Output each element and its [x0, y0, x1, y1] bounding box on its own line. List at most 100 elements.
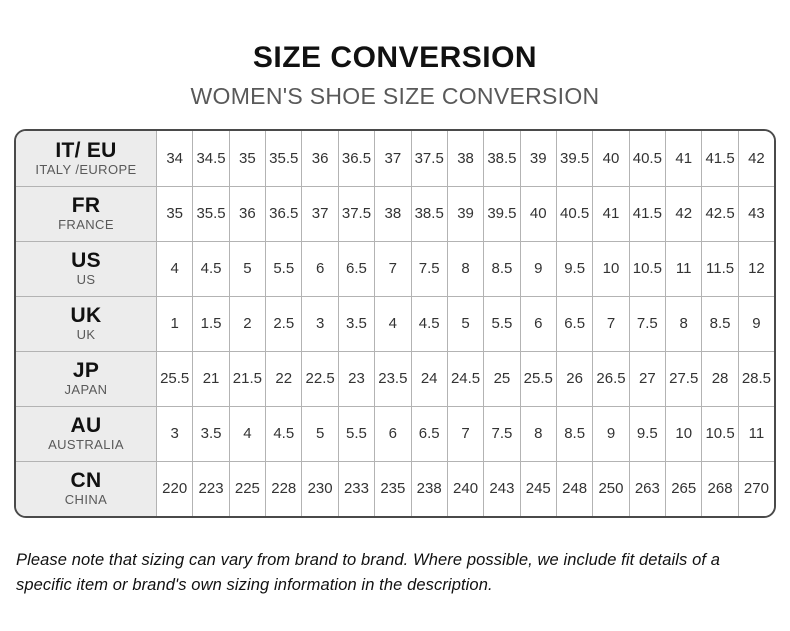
size-value-cell: 36 — [301, 130, 338, 186]
row-country-name: US — [76, 272, 96, 288]
size-value-cell: 26 — [555, 351, 593, 406]
size-value-cell: 39.5 — [555, 130, 593, 186]
size-value-cell: 228 — [265, 461, 302, 516]
size-value-cell: 34.5 — [192, 130, 229, 186]
size-value-cell: 7 — [592, 296, 629, 351]
row-country-name: UK — [76, 327, 96, 343]
size-value-cell: 35 — [228, 130, 266, 186]
table-row: CN CHINA 220 223 225 228 230 233 235 238 240 243 2… — [16, 460, 774, 516]
size-value-cell: 2.5 — [265, 296, 302, 351]
size-value-cell: 43 — [737, 186, 774, 241]
size-value-cell: 40.5 — [628, 130, 666, 186]
table-row: FR FRANCE 35 35.5 36 36.5 37 37.5 38 38.5 39 39.5… — [16, 185, 774, 241]
table-row: AU AUSTRALIA 3 3.5 4 4.5 5 5.5 6 6.5 7 7.5 8 8.5 9 9.… — [16, 405, 774, 461]
size-value-cell: 10 — [592, 241, 629, 296]
size-value-cell: 265 — [665, 461, 702, 516]
size-value-cell: 11 — [665, 241, 702, 296]
size-value-cell: 22.5 — [301, 351, 338, 406]
size-value-cell: 28 — [701, 351, 738, 406]
row-country-name: CHINA — [64, 492, 108, 508]
size-value-cell: 9 — [592, 406, 629, 461]
row-header-cell: AU AUSTRALIA — [16, 406, 156, 461]
size-value-cell: 223 — [192, 461, 229, 516]
size-value-cell: 37 — [301, 186, 338, 241]
size-value-cell: 12 — [737, 241, 774, 296]
size-value-cell: 5 — [301, 406, 338, 461]
size-value-cell: 23 — [337, 351, 375, 406]
row-country-code: JP — [72, 359, 100, 383]
row-header-cell: JP JAPAN — [16, 351, 156, 406]
size-value-cell: 11 — [737, 406, 774, 461]
size-value-cell: 41.5 — [701, 130, 738, 186]
size-value-cell: 40 — [592, 130, 629, 186]
size-value-cell: 24 — [410, 351, 447, 406]
table-row: US US 4 4.5 5 5.5 6 6.5 7 7.5 8 8.5 9 9.5 10 10.5 11 11… — [16, 240, 774, 296]
size-value-cell: 42 — [665, 186, 702, 241]
size-value-cell: 7.5 — [483, 406, 520, 461]
size-value-cell: 243 — [483, 461, 520, 516]
size-value-cell: 270 — [737, 461, 774, 516]
size-value-cell: 9.5 — [628, 406, 666, 461]
size-conversion-table: IT/ EU ITALY /EUROPE 34 34.5 35 35.5 36 36.5 3… — [14, 128, 776, 518]
size-value-cell: 5.5 — [483, 296, 520, 351]
size-value-cell: 39 — [446, 186, 484, 241]
row-country-name: FRANCE — [58, 217, 114, 233]
size-value-cell: 5.5 — [337, 406, 375, 461]
size-value-cell: 38 — [374, 186, 411, 241]
size-value-cell: 24.5 — [446, 351, 484, 406]
size-value-cell: 6.5 — [337, 241, 375, 296]
size-value-cell: 35.5 — [192, 186, 229, 241]
size-value-cell: 41.5 — [628, 186, 666, 241]
size-value-cell: 6 — [519, 296, 556, 351]
size-value-cell: 41 — [592, 186, 629, 241]
size-value-cell: 9.5 — [555, 241, 593, 296]
row-header-cell: US US — [16, 241, 156, 296]
size-value-cell: 26.5 — [592, 351, 629, 406]
size-value-cell: 22 — [265, 351, 302, 406]
size-value-cell: 37.5 — [410, 130, 447, 186]
size-value-cell: 1.5 — [192, 296, 229, 351]
size-value-cell: 21 — [192, 351, 229, 406]
page-subtitle: WOMEN'S SHOE SIZE CONVERSION — [190, 82, 600, 109]
size-value-cell: 10 — [665, 406, 702, 461]
table-row: JP JAPAN 25.5 21 21.5 22 22.5 23 23.5 24 24.5 25 2… — [16, 350, 774, 406]
size-value-cell: 35 — [156, 186, 193, 241]
size-value-cell: 37.5 — [337, 186, 375, 241]
row-country-name: AUSTRALIA — [48, 437, 124, 453]
size-value-cell: 41 — [665, 130, 702, 186]
size-value-cell: 238 — [410, 461, 447, 516]
size-value-cell: 8 — [665, 296, 702, 351]
row-country-name: JAPAN — [64, 382, 108, 398]
size-value-cell: 34 — [156, 130, 193, 186]
size-value-cell: 233 — [337, 461, 375, 516]
size-value-cell: 3.5 — [337, 296, 375, 351]
sizing-disclaimer-note: Please note that sizing can vary from br… — [16, 550, 720, 595]
size-value-cell: 8.5 — [555, 406, 593, 461]
size-value-cell: 5.5 — [265, 241, 302, 296]
size-value-cell: 245 — [519, 461, 556, 516]
row-header-cell: FR FRANCE — [16, 186, 156, 241]
size-value-cell: 42 — [737, 130, 774, 186]
size-value-cell: 225 — [228, 461, 266, 516]
size-value-cell: 5 — [228, 241, 266, 296]
table-row: UK UK 1 1.5 2 2.5 3 3.5 4 4.5 5 5.5 6 6.5 7 7.5 8 8.5 9 — [16, 295, 774, 351]
size-value-cell: 8.5 — [483, 241, 520, 296]
size-value-cell: 28.5 — [737, 351, 774, 406]
size-value-cell: 11.5 — [701, 241, 738, 296]
row-country-code: CN — [70, 469, 102, 493]
size-value-cell: 230 — [301, 461, 338, 516]
size-value-cell: 4 — [374, 296, 411, 351]
size-value-cell: 4 — [228, 406, 266, 461]
size-value-cell: 23.5 — [374, 351, 411, 406]
size-value-cell: 220 — [156, 461, 193, 516]
size-value-cell: 1 — [156, 296, 193, 351]
size-value-cell: 21.5 — [228, 351, 266, 406]
size-value-cell: 6.5 — [410, 406, 447, 461]
size-value-cell: 35.5 — [265, 130, 302, 186]
size-value-cell: 36.5 — [265, 186, 302, 241]
size-value-cell: 9 — [519, 241, 556, 296]
size-value-cell: 25 — [483, 351, 520, 406]
size-value-cell: 8.5 — [701, 296, 738, 351]
size-value-cell: 235 — [374, 461, 411, 516]
size-value-cell: 3 — [301, 296, 338, 351]
